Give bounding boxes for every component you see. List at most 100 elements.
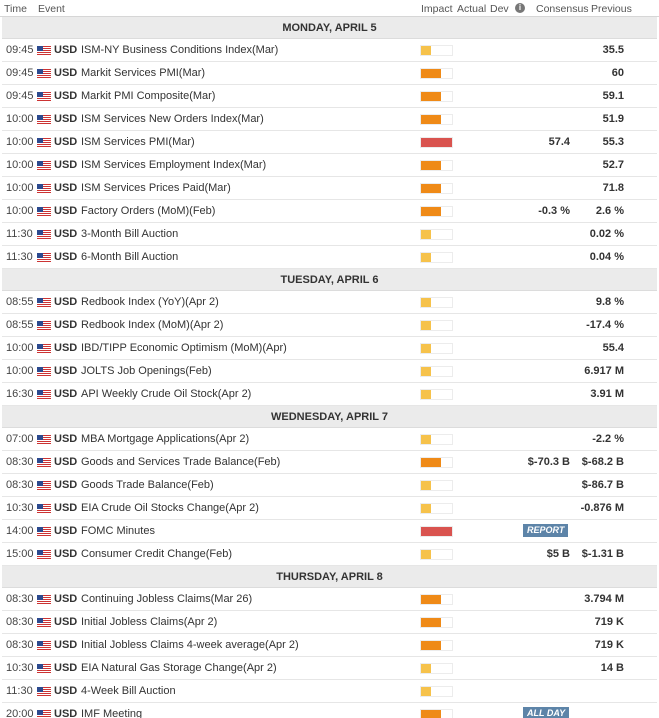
event-row[interactable]: 10:00 USD ISM Services PMI(Mar) 57.4 55.3 (2, 131, 657, 154)
event-previous: 3.794 M (584, 593, 624, 605)
event-name[interactable]: ISM Services PMI(Mar) (81, 136, 195, 148)
event-name[interactable]: Factory Orders (MoM)(Feb) (81, 205, 216, 217)
event-name[interactable]: IMF Meeting (81, 708, 143, 718)
event-currency: USD (54, 319, 78, 331)
impact-fill (421, 367, 432, 376)
event-row[interactable]: 08:30 USD Continuing Jobless Claims(Mar 26… (2, 588, 657, 611)
us-flag-icon (37, 184, 51, 193)
event-name[interactable]: Markit Services PMI(Mar) (81, 67, 206, 79)
event-name[interactable]: JOLTS Job Openings(Feb) (81, 365, 212, 377)
header-actual[interactable]: Actual (457, 3, 487, 15)
event-row[interactable]: 15:00 USD Consumer Credit Change(Feb) $5 B $… (2, 543, 657, 566)
impact-bar (420, 343, 453, 354)
event-row[interactable]: 10:00 USD JOLTS Job Openings(Feb) 6.917 M (2, 360, 657, 383)
event-row[interactable]: 08:30 USD Goods Trade Balance(Feb) $-86.7 B (2, 474, 657, 497)
event-time: 11:30 (6, 251, 33, 263)
event-time: 10:00 (6, 159, 34, 171)
event-name[interactable]: Redbook Index (MoM)(Apr 2) (81, 319, 224, 331)
event-row[interactable]: 07:00 USD MBA Mortgage Applications(Apr 2)… (2, 428, 657, 451)
event-name[interactable]: 4-Week Bill Auction (81, 685, 176, 697)
event-name[interactable]: API Weekly Crude Oil Stock(Apr 2) (81, 388, 252, 400)
event-name[interactable]: Initial Jobless Claims 4-week average(Ap… (81, 639, 299, 651)
event-row[interactable]: 14:00 USD FOMC Minutes REPORT (2, 520, 657, 543)
event-row[interactable]: 10:30 USD EIA Crude Oil Stocks Change(Apr … (2, 497, 657, 520)
event-row[interactable]: 11:30 USD 3-Month Bill Auction 0.02 % (2, 223, 657, 246)
header-dev[interactable]: Dev (490, 3, 509, 15)
event-badge[interactable]: ALL DAY (523, 707, 570, 718)
event-time: 15:00 (6, 548, 34, 560)
info-icon[interactable]: i (515, 3, 525, 13)
event-row[interactable]: 08:30 USD Initial Jobless Claims(Apr 2) 719… (2, 611, 657, 634)
event-name[interactable]: Goods Trade Balance(Feb) (81, 479, 214, 491)
event-time: 14:00 (6, 525, 34, 537)
event-name[interactable]: ISM Services Prices Paid(Mar) (81, 182, 231, 194)
event-currency: USD (54, 433, 78, 445)
event-previous: 14 B (600, 662, 624, 674)
impact-bar (420, 526, 453, 537)
event-name[interactable]: ISM-NY Business Conditions Index(Mar) (81, 44, 279, 56)
event-name[interactable]: 3-Month Bill Auction (81, 228, 179, 240)
event-name[interactable]: Continuing Jobless Claims(Mar 26) (81, 593, 253, 605)
day-header: MONDAY, APRIL 5 (2, 17, 657, 39)
event-row[interactable]: 20:00 USD IMF Meeting ALL DAY (2, 703, 657, 718)
event-row[interactable]: 11:30 USD 4-Week Bill Auction (2, 680, 657, 703)
event-name[interactable]: Redbook Index (YoY)(Apr 2) (81, 296, 219, 308)
event-row[interactable]: 09:45 USD ISM-NY Business Conditions Index… (2, 39, 657, 62)
us-flag-icon (37, 390, 51, 399)
event-row[interactable]: 09:45 USD Markit PMI Composite(Mar) 59.1 (2, 85, 657, 108)
header-previous[interactable]: Previous (591, 3, 632, 15)
header-event[interactable]: Event (38, 3, 65, 15)
event-currency: USD (54, 593, 78, 605)
event-row[interactable]: 10:00 USD ISM Services Employment Index(Ma… (2, 154, 657, 177)
header-time[interactable]: Time (4, 3, 27, 15)
event-name[interactable]: 6-Month Bill Auction (81, 251, 179, 263)
impact-fill (421, 458, 442, 467)
event-previous: 0.02 % (589, 228, 624, 240)
event-row[interactable]: 08:30 USD Initial Jobless Claims 4-week av… (2, 634, 657, 657)
header-impact[interactable]: Impact (421, 3, 453, 15)
event-time: 11:30 (6, 228, 33, 240)
impact-bar (420, 640, 453, 651)
event-row[interactable]: 08:30 USD Goods and Services Trade Balance… (2, 451, 657, 474)
us-flag-icon (37, 138, 51, 147)
event-name[interactable]: Goods and Services Trade Balance(Feb) (81, 456, 281, 468)
event-row[interactable]: 10:00 USD IBD/TIPP Economic Optimism (MoM)… (2, 337, 657, 360)
us-flag-icon (37, 69, 51, 78)
event-name[interactable]: MBA Mortgage Applications(Apr 2) (81, 433, 250, 445)
us-flag-icon (37, 435, 51, 444)
us-flag-icon (37, 458, 51, 467)
event-currency: USD (54, 113, 78, 125)
impact-bar (420, 229, 453, 240)
event-row[interactable]: 08:55 USD Redbook Index (YoY)(Apr 2) 9.8 % (2, 291, 657, 314)
us-flag-icon (37, 595, 51, 604)
impact-fill (421, 435, 432, 444)
event-name[interactable]: ISM Services New Orders Index(Mar) (81, 113, 264, 125)
event-row[interactable]: 10:00 USD Factory Orders (MoM)(Feb) -0.3 % 2… (2, 200, 657, 223)
us-flag-icon (37, 664, 51, 673)
impact-bar (420, 114, 453, 125)
event-row[interactable]: 10:00 USD ISM Services Prices Paid(Mar) 71.… (2, 177, 657, 200)
event-row[interactable]: 09:45 USD Markit Services PMI(Mar) 60 (2, 62, 657, 85)
event-row[interactable]: 10:30 USD EIA Natural Gas Storage Change(A… (2, 657, 657, 680)
event-previous: 51.9 (602, 113, 624, 125)
event-name[interactable]: EIA Crude Oil Stocks Change(Apr 2) (81, 502, 259, 514)
event-name[interactable]: Markit PMI Composite(Mar) (81, 90, 216, 102)
event-previous: 9.8 % (595, 296, 624, 308)
impact-bar (420, 183, 453, 194)
event-badge[interactable]: REPORT (523, 524, 569, 537)
us-flag-icon (37, 710, 51, 718)
event-currency: USD (54, 708, 78, 718)
event-name[interactable]: EIA Natural Gas Storage Change(Apr 2) (81, 662, 277, 674)
event-row[interactable]: 16:30 USD API Weekly Crude Oil Stock(Apr 2… (2, 383, 657, 406)
event-row[interactable]: 11:30 USD 6-Month Bill Auction 0.04 % (2, 246, 657, 269)
event-row[interactable]: 08:55 USD Redbook Index (MoM)(Apr 2) -17.4 … (2, 314, 657, 337)
event-name[interactable]: ISM Services Employment Index(Mar) (81, 159, 267, 171)
event-name[interactable]: FOMC Minutes (81, 525, 155, 537)
event-time: 08:30 (6, 639, 34, 651)
event-name[interactable]: Initial Jobless Claims(Apr 2) (81, 616, 218, 628)
event-name[interactable]: IBD/TIPP Economic Optimism (MoM)(Apr) (81, 342, 287, 354)
header-consensus[interactable]: Consensus (536, 3, 589, 15)
impact-fill (421, 138, 452, 147)
event-row[interactable]: 10:00 USD ISM Services New Orders Index(Ma… (2, 108, 657, 131)
event-name[interactable]: Consumer Credit Change(Feb) (81, 548, 233, 560)
